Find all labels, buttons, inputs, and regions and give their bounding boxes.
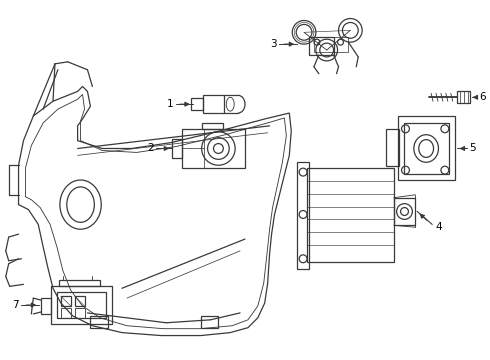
Text: 7: 7 [12,300,19,310]
Text: 3: 3 [270,39,276,49]
Bar [314,37,348,52]
Bar [57,292,106,318]
Text: 6: 6 [479,92,486,102]
Text: 4: 4 [435,222,441,232]
Text: 2: 2 [147,144,153,153]
Bar [457,91,470,103]
Text: 1: 1 [167,99,173,109]
Bar [74,308,84,318]
Bar [172,139,182,158]
Bar [393,198,416,225]
Text: 5: 5 [469,144,476,153]
Bar [41,298,51,314]
Bar [307,168,393,262]
Bar [191,98,203,110]
Bar [403,123,449,174]
Bar [182,129,245,168]
Bar [61,308,71,318]
Bar [201,316,219,328]
Bar [386,129,398,166]
Bar [397,116,455,180]
Bar [51,286,112,324]
Bar [297,162,309,269]
Bar [203,95,224,113]
Bar [309,37,334,55]
Bar [61,296,71,306]
Bar [74,296,84,306]
Bar [91,316,108,328]
Bar [202,123,223,129]
Bar [59,280,100,286]
